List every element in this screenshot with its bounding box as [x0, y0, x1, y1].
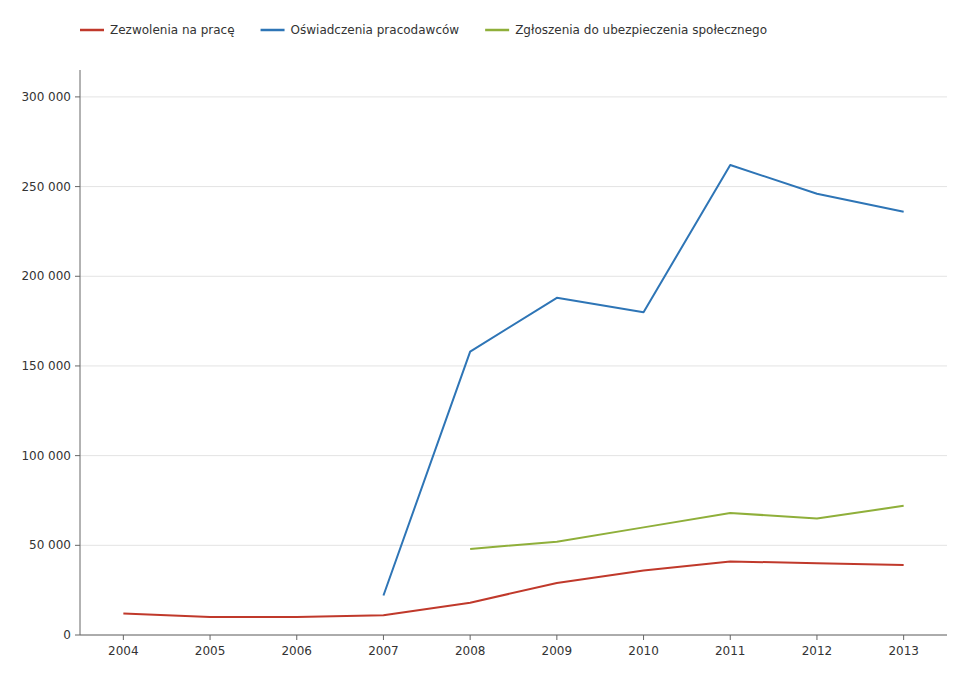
x-tick: [643, 635, 644, 640]
y-tick: [75, 455, 80, 456]
grid: [80, 97, 947, 635]
x-tick-label: 2009: [542, 644, 573, 658]
x-tick: [730, 635, 731, 640]
x-tick-label: 2010: [628, 644, 659, 658]
y-tick: [75, 545, 80, 546]
legend-swatch: [485, 29, 509, 32]
y-tick-label: 150 000: [21, 359, 71, 373]
x-tick: [123, 635, 124, 640]
x-tick: [470, 635, 471, 640]
grid-line: [80, 276, 947, 277]
x-tick-label: 2004: [108, 644, 139, 658]
series-line: [383, 165, 903, 595]
y-tick-label: 0: [63, 628, 71, 642]
plot-area: [123, 165, 903, 617]
y-tick-label: 250 000: [21, 180, 71, 194]
legend-label: Zgłoszenia do ubezpieczenia społecznego: [515, 23, 767, 37]
y-tick: [75, 635, 80, 636]
x-tick: [556, 635, 557, 640]
grid-line: [80, 186, 947, 187]
x-tick-label: 2007: [368, 644, 399, 658]
x-tick: [296, 635, 297, 640]
x-tick: [816, 635, 817, 640]
chart: 0 50 000 100 000 150 000 200 000 250 000 300 0…: [0, 0, 977, 685]
x-tick-label: 2011: [715, 644, 746, 658]
y-tick-label: 200 000: [21, 269, 71, 283]
y-tick: [75, 186, 80, 187]
y-tick-label: 100 000: [21, 449, 71, 463]
series-line: [123, 561, 903, 617]
x-tick-label: 2005: [195, 644, 226, 658]
y-tick-label: 300 000: [21, 90, 71, 104]
legend-swatch: [261, 29, 285, 32]
y-tick-label: 50 000: [29, 538, 71, 552]
legend: Zezwolenia na pracę Oświadczenia pracodaw…: [80, 23, 767, 37]
x-tick: [210, 635, 211, 640]
y-tick: [75, 365, 80, 366]
y-axis-line: [80, 70, 81, 635]
grid-line: [80, 455, 947, 456]
x-tick-label: 2006: [281, 644, 312, 658]
series-line: [470, 506, 904, 549]
grid-line: [80, 365, 947, 366]
y-tick: [75, 276, 80, 277]
x-tick: [903, 635, 904, 640]
grid-line: [80, 96, 947, 97]
x-tick-label: 2012: [802, 644, 833, 658]
legend-label: Oświadczenia pracodawców: [291, 23, 460, 37]
legend-swatch: [80, 29, 104, 32]
x-tick-label: 2013: [888, 644, 919, 658]
x-tick-label: 2008: [455, 644, 486, 658]
legend-label: Zezwolenia na pracę: [110, 23, 235, 37]
axes: 0 50 000 100 000 150 000 200 000 250 000 300 0…: [21, 70, 947, 658]
y-tick: [75, 96, 80, 97]
x-tick: [383, 635, 384, 640]
